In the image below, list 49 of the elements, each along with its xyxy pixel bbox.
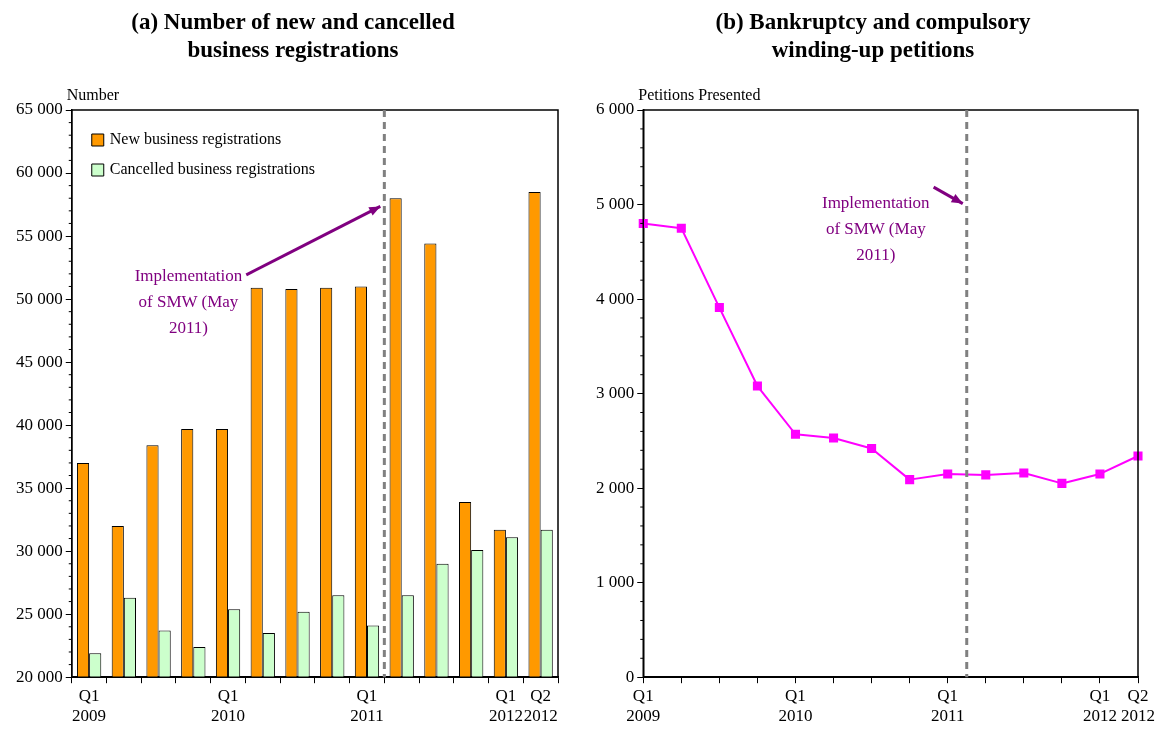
- point: [905, 475, 915, 485]
- point: [1057, 478, 1067, 488]
- point: [714, 303, 724, 313]
- annotation: Implementation of SMW (May 2011): [134, 266, 243, 338]
- x-tick-label: Q1 2009: [72, 685, 107, 726]
- y-tick-label: 25 000: [16, 603, 63, 623]
- y-tick-label: 20 000: [16, 666, 63, 686]
- x-tick-label: Q1 2012: [488, 685, 523, 726]
- legend-label: New business registrations: [109, 130, 282, 149]
- point: [867, 443, 877, 453]
- point: [981, 470, 991, 480]
- point: [752, 381, 762, 391]
- point: [1095, 469, 1105, 479]
- point: [638, 218, 648, 228]
- x-tick-label: Q1 2011: [931, 685, 965, 726]
- y-tick-label: 45 000: [16, 351, 63, 371]
- y-tick-label: 60 000: [16, 162, 63, 182]
- point: [829, 433, 839, 443]
- x-tick-label: Q1 2012: [1082, 685, 1117, 726]
- y-tick-label: 2 000: [596, 477, 635, 497]
- y-axis-title: Number: [66, 86, 120, 104]
- y-tick-label: 5 000: [596, 194, 635, 213]
- chart-title: (b) Bankruptcy and compulsory winding-up petitions: [714, 8, 1032, 64]
- y-tick-label: 6 000: [596, 99, 635, 119]
- y-tick-label: 55 000: [16, 225, 63, 245]
- y-tick-label: 3 000: [596, 383, 635, 403]
- point: [790, 429, 801, 439]
- point: [1133, 451, 1143, 461]
- chart-title: (a) Number of new and cancelled business registrations: [130, 8, 456, 64]
- y-tick-label: 35 000: [16, 477, 63, 497]
- y-tick-label: 30 000: [16, 540, 63, 560]
- x-tick-label: Q2 2012: [523, 685, 558, 726]
- x-tick-label: Q2 2012: [1121, 685, 1155, 726]
- point: [1019, 468, 1029, 478]
- x-tick-label: Q1 2010: [778, 685, 813, 726]
- y-tick-label: 65 000: [16, 99, 63, 119]
- annotation: Implementation of SMW (May 2011): [821, 192, 931, 264]
- x-tick-label: Q1 2009: [626, 685, 661, 726]
- y-tick-label: 1 000: [596, 572, 635, 592]
- y-tick-label: 4 000: [596, 288, 635, 308]
- legend-label: Cancelled business registrations: [109, 160, 316, 179]
- y-tick-label: 40 000: [16, 414, 63, 434]
- y-tick-label: 50 000: [16, 288, 63, 308]
- y-tick-label: 0: [625, 666, 635, 686]
- point: [943, 469, 953, 479]
- y-axis-title: Petitions Presented: [638, 86, 761, 104]
- x-tick-label: Q1 2010: [211, 685, 246, 726]
- x-tick-label: Q1 2011: [350, 685, 384, 726]
- point: [676, 223, 686, 233]
